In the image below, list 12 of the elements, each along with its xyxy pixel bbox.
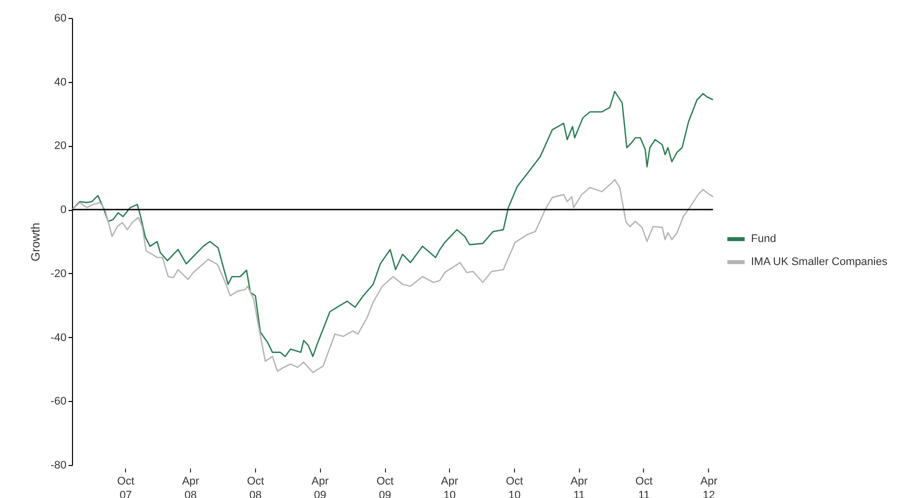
- line-series: [71, 178, 714, 374]
- y-tick-label: -40: [50, 332, 66, 344]
- legend-label: IMA UK Smaller Companies: [751, 256, 888, 268]
- y-tick-label: -20: [50, 268, 66, 280]
- y-axis-title: Growth: [28, 222, 43, 262]
- y-tick-label: 20: [54, 140, 66, 152]
- y-tick-label: -80: [50, 460, 66, 472]
- y-tick-label: 60: [54, 12, 66, 24]
- y-tick-label: 0: [60, 204, 66, 216]
- y-tick-label: -60: [50, 396, 66, 408]
- y-tick-label: 40: [54, 76, 66, 88]
- legend-label: Fund: [751, 233, 776, 246]
